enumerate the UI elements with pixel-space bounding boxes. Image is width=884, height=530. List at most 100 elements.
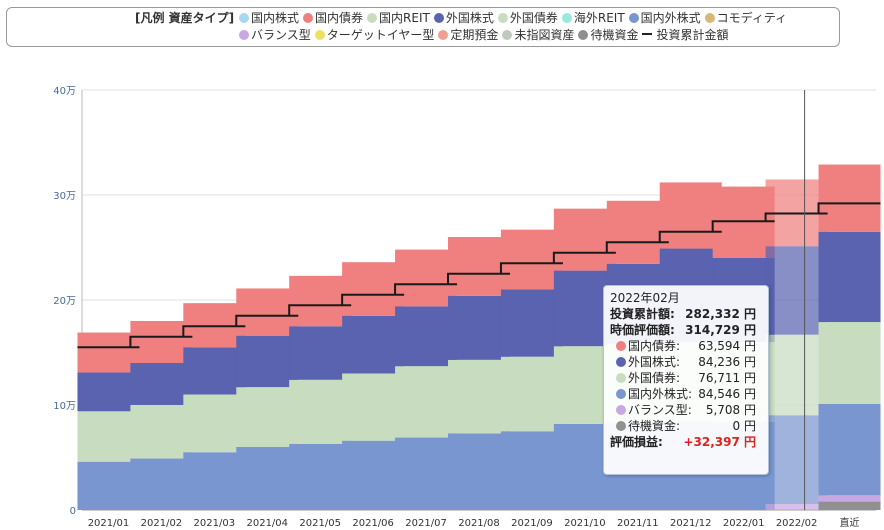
legend-label: 外国株式 (445, 11, 494, 25)
bar-segment (500, 356, 563, 432)
y-tick-label: 30万 (53, 191, 76, 202)
legend-marker (433, 13, 444, 23)
tooltip-asset-value: 5,708 円 (705, 403, 756, 417)
bar-segment (342, 440, 405, 510)
legend-label: 待機資金 (590, 28, 639, 42)
bar-segment (130, 363, 193, 405)
legend-label: 外国債券 (509, 11, 558, 25)
tooltip-asset-dot (616, 421, 626, 431)
bar-segment (818, 403, 881, 496)
legend-marker (642, 33, 653, 35)
tooltip-asset-label-text: 国内債券: (628, 339, 681, 353)
tooltip-date: 2022年02月 (610, 291, 680, 305)
tooltip-asset-label-text: 外国株式: (628, 355, 681, 369)
tooltip-asset-row: 外国債券: 76,711 円 (610, 370, 762, 386)
bar-segment (395, 249, 458, 307)
tooltip-asset-label-text: 国内外株式: (628, 387, 693, 401)
tooltip-invest-row: 投資累計額: 282,332 円 (610, 306, 762, 322)
bar-segment (130, 321, 193, 363)
tooltip-asset-rows: 国内債券: 63,594 円外国株式: 84,236 円外国債券: 76,711 円国… (610, 338, 762, 434)
legend-item: ターゲットイヤー型 (314, 27, 434, 44)
legend-item: バランス型 (239, 27, 311, 44)
bar-segment (77, 372, 140, 412)
bar-segment (289, 379, 352, 444)
tooltip-pl-row: 評価損益: +32,397 円 (610, 434, 762, 450)
tooltip-asset-row: 待機資金: 0 円 (610, 418, 762, 434)
legend-title: [凡例 資産タイプ] (135, 11, 235, 25)
bar-segment (183, 452, 246, 510)
legend-marker (239, 30, 249, 40)
bar-segment (183, 394, 246, 453)
legend-item: 定期預金 (438, 27, 498, 44)
bar-segment (77, 461, 140, 510)
legend-item: 待機資金 (578, 27, 638, 44)
tooltip-eval-value: 314,729 円 (685, 323, 756, 337)
chart-tooltip: 2022年02月 投資累計額: 282,332 円 時価評価額: 314,729… (603, 285, 769, 475)
bar-segment (448, 433, 510, 510)
legend-label: 国内債券 (315, 11, 364, 25)
tooltip-asset-value: 63,594 円 (698, 339, 756, 353)
tooltip-pl-value: +32,397 円 (683, 435, 756, 449)
tooltip-date-row: 2022年02月 (610, 290, 762, 306)
bar-segment (818, 495, 881, 502)
bar-segment (77, 332, 140, 373)
tooltip-asset-label-text: 待機資金: (628, 419, 681, 433)
tooltip-asset-dot (616, 405, 626, 415)
x-tick-label: 2021/05 (299, 518, 341, 529)
y-tick-label: 0 (70, 506, 76, 517)
tooltip-asset-row: 外国株式: 84,236 円 (610, 354, 762, 370)
bar-segment (236, 447, 299, 510)
bar-segment (130, 405, 193, 459)
legend-marker (497, 13, 508, 23)
bar-segment (712, 186, 775, 258)
legend-label: コモディティ (716, 11, 788, 25)
y-tick-label: 20万 (53, 296, 76, 307)
x-tick-label: 2021/10 (564, 518, 606, 529)
tooltip-asset-value: 84,546 円 (698, 387, 756, 401)
bar-segment (765, 415, 828, 505)
legend-label: 海外REIT (573, 11, 625, 25)
legend-item: 国内株式 (239, 10, 299, 27)
legend-item: 海外REIT (561, 10, 625, 27)
bar-segment (395, 366, 458, 438)
y-tick-label: 10万 (53, 401, 76, 412)
x-tick-label: 2021/01 (88, 518, 130, 529)
bar-segment (659, 182, 722, 249)
legend-marker (314, 30, 325, 40)
tooltip-asset-label: 外国株式: (616, 354, 680, 370)
tooltip-asset-label-text: 外国債券: (628, 371, 681, 385)
bar-segment (500, 229, 563, 290)
tooltip-asset-label-text: バランス型: (628, 403, 692, 417)
bar-segment (765, 504, 828, 510)
legend-marker (561, 13, 572, 23)
bar-segment (818, 501, 881, 510)
x-tick-label: 2021/02 (141, 518, 183, 529)
legend-label: 国内外株式 (640, 11, 701, 25)
bar-segment (289, 326, 352, 380)
tooltip-asset-label: バランス型: (616, 402, 692, 418)
tooltip-invest-label: 投資累計額: (610, 307, 675, 321)
legend-marker (578, 30, 589, 40)
x-tick-label: 2021/07 (405, 518, 447, 529)
tooltip-asset-label: 国内債券: (616, 338, 680, 354)
bar-segment (342, 262, 405, 316)
bar-segment (130, 458, 193, 510)
bar-segment (448, 359, 510, 434)
bar-segment (183, 303, 246, 348)
legend-label: 投資累計金額 (656, 28, 729, 42)
bar-segment (818, 322, 881, 404)
tooltip-asset-dot (616, 373, 626, 383)
legend-label: 定期預金 (450, 28, 499, 42)
legend-item: 外国株式 (433, 10, 494, 27)
x-tick-label: 2021/04 (246, 518, 288, 529)
bar-segment (395, 306, 458, 367)
tooltip-asset-value: 0 円 (732, 419, 756, 433)
legend-label: 未指図資産 (514, 28, 575, 42)
tooltip-invest-value: 282,332 円 (685, 307, 756, 321)
legend-item: 国内債券 (303, 10, 363, 27)
tooltip-asset-label: 外国債券: (616, 370, 680, 386)
legend-marker (628, 13, 639, 23)
bar-segment (236, 387, 299, 447)
legend-item: 投資累計金額 (642, 27, 728, 44)
tooltip-asset-row: バランス型: 5,708 円 (610, 402, 762, 418)
